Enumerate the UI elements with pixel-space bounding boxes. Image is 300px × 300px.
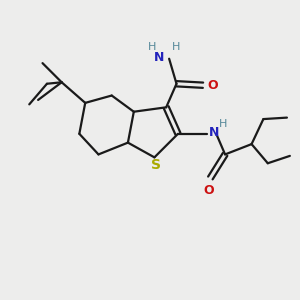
Text: H: H: [172, 42, 180, 52]
Text: O: O: [204, 184, 214, 197]
Text: N: N: [209, 126, 219, 139]
Text: O: O: [207, 79, 218, 92]
Text: N: N: [154, 51, 164, 64]
Text: S: S: [151, 158, 161, 172]
Text: H: H: [148, 42, 156, 52]
Text: H: H: [219, 119, 227, 129]
